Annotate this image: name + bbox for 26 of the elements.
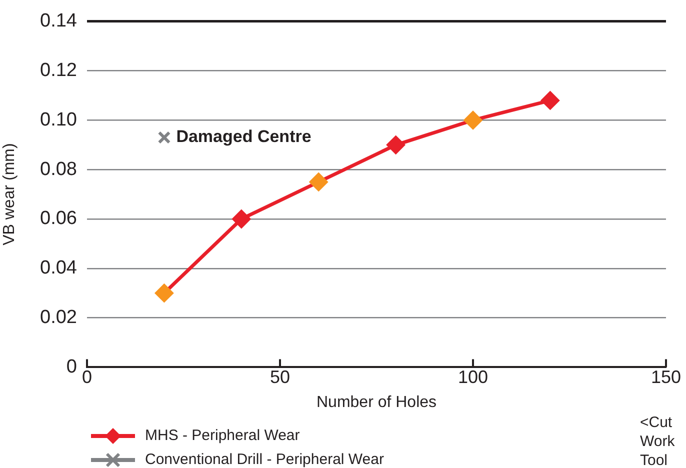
- y-tick-label: 0.02: [40, 307, 77, 328]
- y-tick-label: 0.12: [40, 60, 77, 82]
- annotation: Damaged Centre: [176, 127, 312, 146]
- point: [154, 284, 174, 303]
- y-axis-title: VB wear (mm): [1, 143, 18, 246]
- point: [464, 110, 482, 130]
- y-tick-label: 0.10: [40, 109, 77, 130]
- y-tick-label: 0.08: [40, 158, 77, 180]
- point: [540, 90, 560, 110]
- x-tick-label: 0: [82, 366, 92, 387]
- legend-label: MHS - Peripheral Wear: [145, 427, 300, 444]
- y-tick-label: 0.04: [40, 258, 78, 279]
- x-axis-title: Number of Holes: [316, 394, 437, 411]
- text: <Cut: [640, 414, 673, 432]
- point: [386, 135, 406, 154]
- x-tick-label: 50: [270, 366, 290, 387]
- y-tick-label: 0.06: [40, 208, 77, 230]
- text: Work: [640, 433, 676, 450]
- x-tick-label: 100: [458, 366, 488, 387]
- y-tick-label: 0.14: [40, 10, 78, 32]
- x-tick-label: 150: [650, 366, 682, 387]
- point: [158, 131, 171, 144]
- point: [232, 210, 251, 228]
- point: [309, 172, 328, 192]
- legend-label: Conventional Drill - Peripheral Wear: [145, 451, 384, 468]
- text: Tool: [640, 452, 668, 468]
